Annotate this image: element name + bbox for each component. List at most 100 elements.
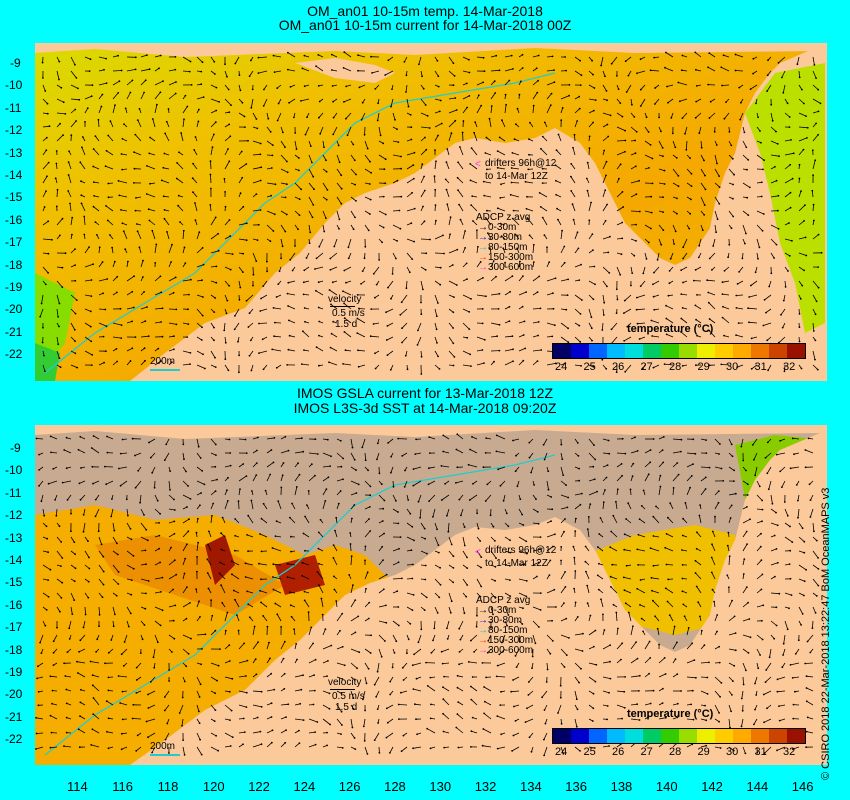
current-arrow-head <box>124 248 127 251</box>
current-arrow <box>518 291 527 296</box>
current-arrow <box>586 585 590 594</box>
current-arrow-head <box>186 506 188 508</box>
current-arrow-head <box>226 299 229 302</box>
current-arrow-head <box>603 149 606 152</box>
current-arrow-head <box>178 151 180 154</box>
current-arrow <box>182 106 188 114</box>
current-arrow-head <box>563 245 566 248</box>
current-arrow-head <box>144 607 147 610</box>
panel2-map[interactable] <box>35 425 827 765</box>
current-arrow <box>518 261 521 268</box>
current-arrow <box>708 330 716 338</box>
current-arrow-head <box>175 177 178 180</box>
current-arrow-head <box>740 101 742 104</box>
current-arrow <box>546 560 551 566</box>
current-arrow-head <box>734 53 737 56</box>
current-arrow-head <box>703 644 706 647</box>
current-arrow <box>378 574 387 580</box>
current-arrow <box>364 224 370 231</box>
current-arrow <box>342 290 352 296</box>
current-arrow <box>344 331 352 338</box>
current-arrow-head <box>624 370 627 373</box>
current-arrow <box>151 230 156 240</box>
current-arrow-head <box>666 85 668 88</box>
current-arrow-head <box>470 147 473 149</box>
current-arrow-head <box>247 603 250 606</box>
current-arrow-head <box>316 571 319 573</box>
current-arrow <box>154 55 161 58</box>
current-arrow-head <box>786 102 789 105</box>
current-arrow <box>616 151 626 156</box>
current-arrow-head <box>160 321 162 323</box>
current-arrow-head <box>638 719 641 721</box>
current-arrow <box>196 294 204 298</box>
current-arrow <box>168 244 173 254</box>
colorbar-tick-label: 30 <box>726 361 739 373</box>
current-arrow-head <box>432 639 434 642</box>
current-arrow-head <box>636 72 638 75</box>
current-arrow-head <box>624 129 626 132</box>
current-arrow-head <box>144 549 147 552</box>
current-arrow <box>420 176 425 184</box>
current-arrow <box>154 275 161 282</box>
current-arrow <box>106 700 114 706</box>
current-arrow-head <box>565 484 567 486</box>
current-arrow <box>343 98 352 103</box>
current-arrow <box>630 266 633 274</box>
current-arrow <box>252 690 262 693</box>
current-arrow-head <box>522 275 524 277</box>
current-arrow-head <box>50 451 52 454</box>
current-arrow-head <box>134 68 137 71</box>
current-arrow-head <box>210 599 213 602</box>
current-arrow-head <box>202 96 205 98</box>
current-arrow-head <box>74 340 76 342</box>
current-arrow <box>748 307 758 310</box>
current-arrow-head <box>621 437 624 440</box>
current-arrow-head <box>60 541 63 543</box>
current-arrow <box>56 112 66 115</box>
current-arrow-head <box>248 312 251 315</box>
current-arrow-head <box>134 454 136 457</box>
current-arrow-head <box>117 54 119 57</box>
current-arrow <box>262 615 268 622</box>
current-arrow <box>639 518 646 524</box>
current-arrow-head <box>200 492 203 494</box>
current-arrow-head <box>302 532 305 535</box>
current-arrow-head <box>272 563 275 566</box>
current-arrow <box>266 689 275 692</box>
current-arrow <box>602 452 610 455</box>
current-arrow-head <box>436 342 438 344</box>
current-arrow <box>434 235 444 240</box>
current-arrow <box>570 190 576 198</box>
current-arrow <box>602 266 610 274</box>
panel1-map[interactable] <box>35 43 827 381</box>
current-arrow-head <box>454 97 457 99</box>
current-arrow-head <box>648 167 650 169</box>
current-arrow <box>560 246 565 254</box>
current-arrow-head <box>55 205 58 208</box>
current-arrow <box>792 438 800 440</box>
current-arrow <box>681 266 688 271</box>
current-arrow-head <box>262 285 265 287</box>
current-arrow <box>350 466 357 471</box>
current-arrow-head <box>129 91 132 94</box>
current-arrow-head <box>726 544 729 547</box>
current-arrow-head <box>459 146 461 148</box>
current-arrow-head <box>401 327 403 330</box>
current-arrow <box>236 615 240 622</box>
current-arrow-head <box>442 698 445 701</box>
current-arrow <box>48 480 58 485</box>
current-arrow-head <box>76 660 78 663</box>
current-arrow <box>784 152 794 156</box>
current-arrow <box>196 676 201 685</box>
current-arrow <box>246 294 254 302</box>
current-arrow-head <box>766 472 769 475</box>
current-arrow <box>266 182 276 185</box>
current-arrow <box>742 154 749 161</box>
current-arrow-head <box>634 152 637 155</box>
current-arrow-head <box>528 441 531 444</box>
current-arrow-head <box>496 715 499 717</box>
current-arrow-head <box>92 482 94 485</box>
current-arrow <box>248 322 254 328</box>
current-arrow-head <box>370 634 372 637</box>
